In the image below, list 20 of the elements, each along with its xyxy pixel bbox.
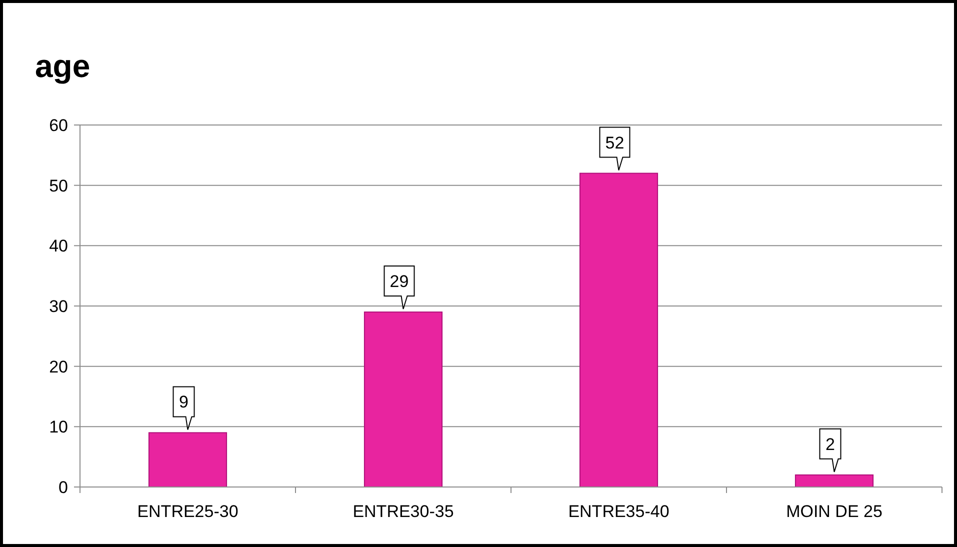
x-tick-label: ENTRE30-35 xyxy=(352,502,454,521)
data-label: 52 xyxy=(605,133,624,152)
y-tick-label: 30 xyxy=(49,297,68,316)
chart-title: age xyxy=(35,48,90,84)
y-tick-label: 60 xyxy=(49,116,68,135)
x-tick-label: MOIN DE 25 xyxy=(786,502,882,521)
bar xyxy=(579,172,658,488)
y-tick-label: 0 xyxy=(58,478,68,497)
data-label: 2 xyxy=(826,434,835,454)
bar xyxy=(148,432,228,488)
x-tick-label: ENTRE25-30 xyxy=(137,502,238,521)
bar xyxy=(794,474,874,488)
data-label: 9 xyxy=(179,392,188,412)
y-tick-label: 50 xyxy=(49,176,68,196)
y-tick-label: 20 xyxy=(49,357,68,376)
bar xyxy=(364,312,443,488)
data-label: 29 xyxy=(390,272,409,292)
y-tick-label: 40 xyxy=(49,236,68,256)
x-tick-label: ENTRE35-40 xyxy=(568,502,670,521)
y-tick-label: 10 xyxy=(49,418,68,437)
